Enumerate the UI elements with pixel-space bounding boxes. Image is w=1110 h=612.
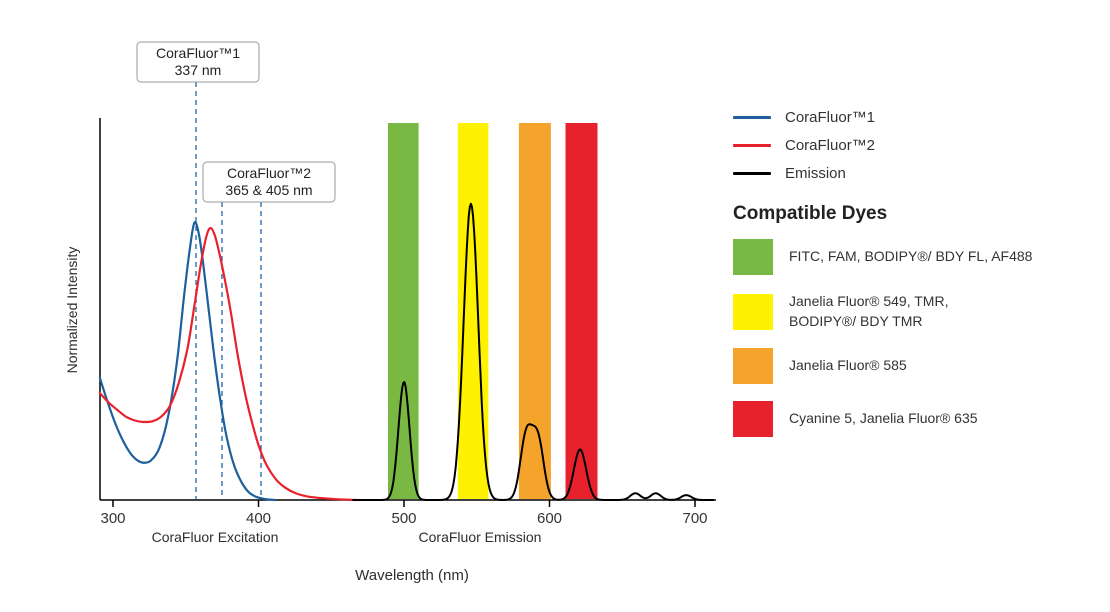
annotation-box <box>202 161 336 203</box>
x-tick-label: 400 <box>246 510 271 527</box>
spectra-curves <box>98 202 715 502</box>
orange-swatch <box>733 348 773 385</box>
red-line-swatch <box>733 143 771 147</box>
annotation-corafluor1: CoraFluor™1 337 nm <box>136 41 260 83</box>
x-tick-label: 500 <box>391 510 416 527</box>
filter-band <box>388 123 419 499</box>
dye-row-orange: Janelia Fluor® 585 <box>733 348 1105 385</box>
x-tick-label: 300 <box>100 510 125 527</box>
annotation-corafluor2: CoraFluor™2 365 & 405 nm <box>202 161 336 203</box>
annotation-box <box>136 41 260 83</box>
legend: CoraFluor™1 CoraFluor™2 Emission Compati… <box>733 103 1105 454</box>
dye-row-green: FITC, FAM, BODIPY®/ BDY FL, AF488 <box>733 239 1105 275</box>
annotation-title: CoraFluor™2 <box>227 165 311 181</box>
annotation-title: CoraFluor™1 <box>156 45 240 61</box>
x-axis-ticks: 300 400 500 600 700 <box>100 500 708 527</box>
spectra-chart: 300 400 500 600 700 CoraFluor Excitation Cora… <box>64 41 716 584</box>
curve-corafluor-1-excitation <box>98 220 276 502</box>
legend-entry-label: Emission <box>785 164 846 182</box>
legend-entry-corafluor2: CoraFluor™2 <box>733 131 1105 159</box>
dye-row-yellow: Janelia Fluor® 549, TMR, BODIPY®/ BDY TM… <box>733 292 1105 331</box>
dye-label: Janelia Fluor® 549, TMR, BODIPY®/ BDY TM… <box>789 293 949 329</box>
x-section-label: CoraFluor Excitation <box>152 529 279 545</box>
green-swatch <box>733 239 773 275</box>
red-swatch <box>733 401 773 438</box>
filter-band <box>565 123 598 499</box>
curve-emission <box>352 202 715 501</box>
x-section-label: CoraFluor Emission <box>419 529 542 545</box>
annotation-value: 365 & 405 nm <box>225 182 312 198</box>
x-axis-title: Wavelength (nm) <box>355 567 469 584</box>
x-tick-label: 700 <box>682 510 707 527</box>
black-line-swatch <box>733 171 771 175</box>
dye-label: Janelia Fluor® 585 <box>789 357 907 374</box>
x-axis-section-labels: CoraFluor Excitation CoraFluor Emission <box>152 529 542 545</box>
legend-entry-corafluor1: CoraFluor™1 <box>733 103 1105 131</box>
y-axis-title: Normalized Intensity <box>64 247 80 374</box>
curve-corafluor-2-excitation <box>98 227 359 502</box>
compatible-dyes-heading: Compatible Dyes <box>733 203 888 224</box>
dye-label: FITC, FAM, BODIPY®/ BDY FL, AF488 <box>789 248 1033 265</box>
legend-entry-label: CoraFluor™1 <box>785 108 876 126</box>
annotation-value: 337 nm <box>175 62 222 78</box>
legend-entry-label: CoraFluor™2 <box>785 136 876 154</box>
filter-bands <box>388 123 598 499</box>
legend-entry-emission: Emission <box>733 159 1105 187</box>
x-tick-label: 600 <box>537 510 562 527</box>
dye-row-red: Cyanine 5, Janelia Fluor® 635 <box>733 401 1105 438</box>
blue-line-swatch <box>733 115 771 119</box>
yellow-swatch <box>733 293 773 330</box>
dye-label: Cyanine 5, Janelia Fluor® 635 <box>789 410 978 427</box>
